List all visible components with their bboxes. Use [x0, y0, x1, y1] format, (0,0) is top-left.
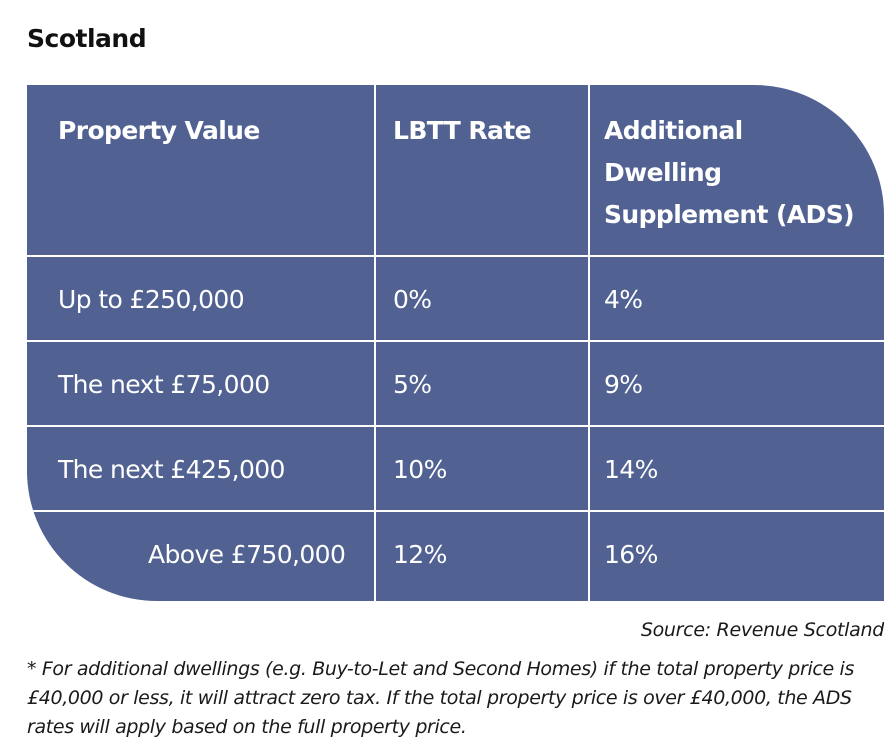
cell-property-value: Up to £250,000: [58, 285, 245, 314]
cell-property-value: The next £425,000: [58, 455, 285, 484]
cell-property-value: The next £75,000: [58, 370, 270, 399]
cell-lbtt-rate: 5%: [393, 370, 432, 399]
tax-rates-table: Property Value LBTT Rate Additional Dwel…: [27, 85, 884, 601]
cell-lbtt-rate: 0%: [393, 285, 432, 314]
cell-property-value: Above £750,000: [148, 540, 346, 569]
header-lbtt-rate: LBTT Rate: [393, 116, 532, 145]
column-divider: [374, 85, 376, 601]
page-title: Scotland: [27, 24, 147, 53]
cell-ads-rate: 14%: [604, 455, 658, 484]
header-ads: Additional Dwelling Supplement (ADS): [604, 110, 855, 236]
header-ads-line-3: Supplement (ADS): [604, 200, 855, 229]
cell-ads-rate: 16%: [604, 540, 658, 569]
footnote: * For additional dwellings (e.g. Buy-to-…: [27, 658, 855, 738]
cell-lbtt-rate: 12%: [393, 540, 447, 569]
cell-ads-rate: 9%: [604, 370, 643, 399]
column-divider: [588, 85, 590, 601]
cell-lbtt-rate: 10%: [393, 455, 447, 484]
row-divider: [27, 510, 884, 512]
cell-ads-rate: 4%: [604, 285, 643, 314]
row-divider: [27, 255, 884, 257]
header-ads-line-1: Additional: [604, 116, 743, 145]
row-divider: [27, 340, 884, 342]
header-property-value: Property Value: [58, 116, 260, 145]
source-note: Source: Revenue Scotland: [640, 619, 884, 641]
header-ads-line-2: Dwelling: [604, 158, 722, 187]
row-divider: [27, 425, 884, 427]
